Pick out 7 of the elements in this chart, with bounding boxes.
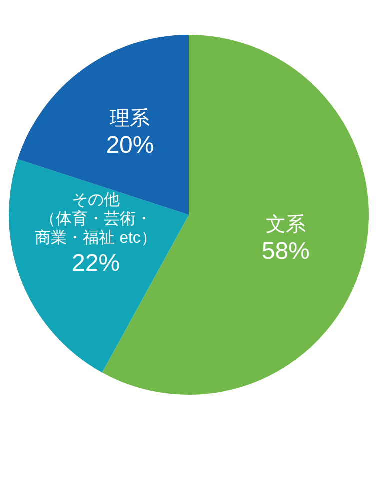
slice-label: その他（体育・芸術・商業・福祉 etc）: [35, 192, 157, 247]
slice-label: 文系: [266, 214, 306, 236]
pie-slice: [9, 159, 189, 373]
data-label: 20%: [106, 132, 154, 160]
data-label: 22%: [72, 250, 120, 277]
slice-label: 理系: [110, 108, 150, 130]
data-label: 58%: [262, 238, 310, 265]
